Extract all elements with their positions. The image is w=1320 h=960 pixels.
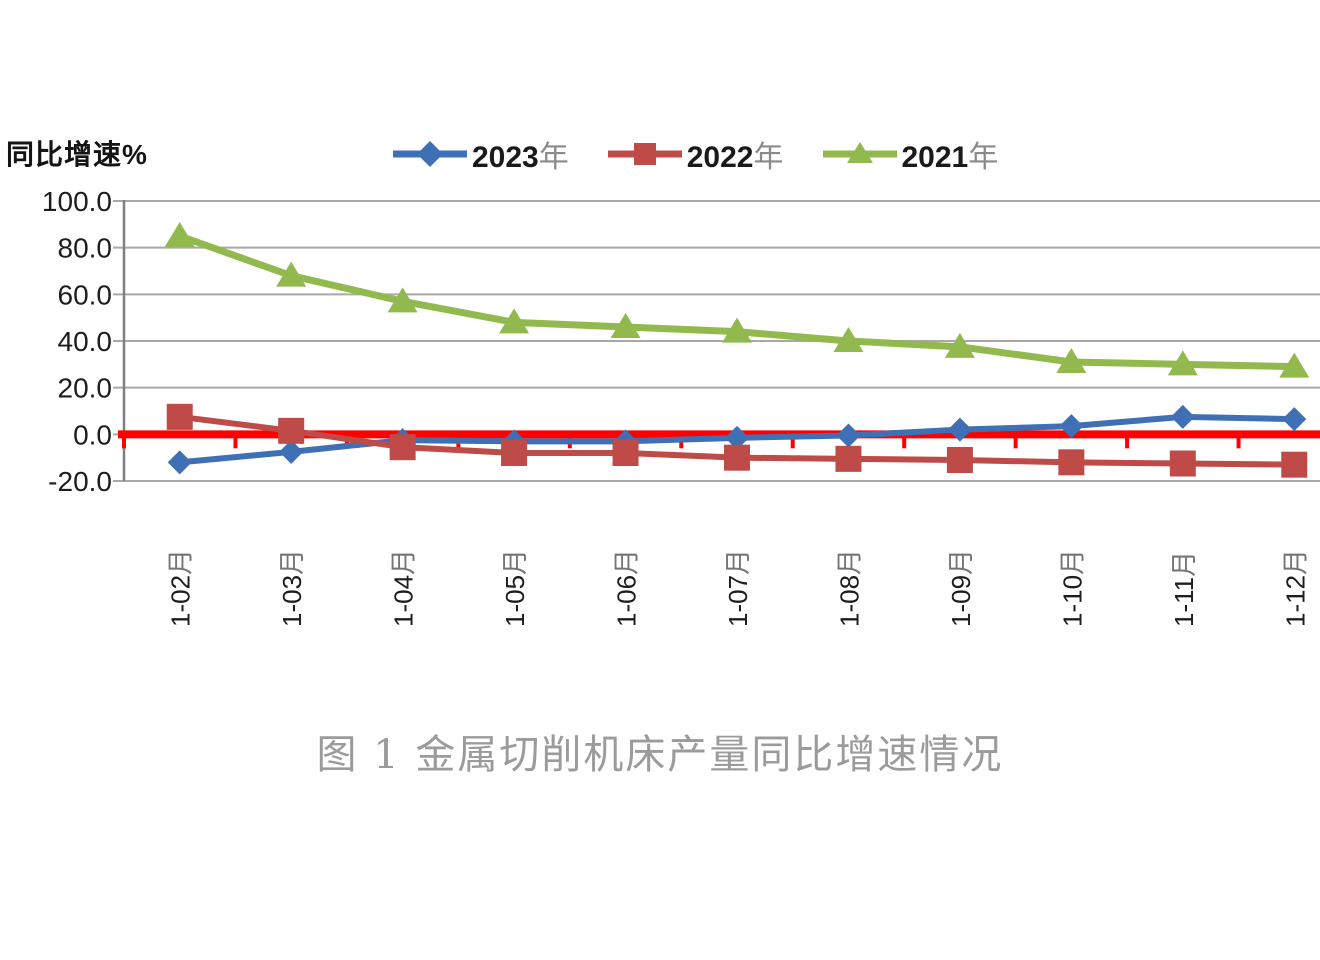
figure-caption: 图 1 金属切削机床产量同比增速情况 (316, 732, 1004, 778)
x-tick-label: 1-10月 (1057, 549, 1087, 627)
x-tick-label: 1-03月 (277, 549, 307, 627)
series-line-2021年 (178, 232, 1295, 371)
marker-2021年-1-05月 (499, 308, 530, 334)
marker-2022年-1-02月 (166, 403, 193, 430)
x-tick-label: 1-06月 (612, 549, 642, 627)
marker-2021年-1-08月 (833, 327, 864, 352)
legend-item-2023年: 2023年 (392, 132, 569, 176)
legend-label: 2022年 (686, 141, 784, 174)
x-tick-label: 1-11月 (1169, 551, 1199, 627)
marker-2022年-1-06月 (612, 440, 639, 466)
marker-2023年-1-02月 (167, 450, 192, 475)
marker-2022年-1-12月 (1281, 451, 1308, 478)
marker-2021年-1-11月 (1167, 350, 1198, 376)
marker-2021年-1-12月 (1279, 352, 1310, 378)
legend-item-2021年: 2021年 (822, 132, 999, 176)
triangle-marker-icon (822, 142, 897, 163)
marker-2021年-1-03月 (276, 261, 307, 287)
marker-2022年-1-11月 (1169, 450, 1196, 477)
x-tick-label: 1-02月 (166, 549, 196, 627)
x-tick-label: 1-05月 (500, 549, 530, 627)
y-tick-label: 40.0 (58, 326, 113, 357)
legend-marker (633, 143, 656, 165)
legend: 2023年 2022年 2021年 (392, 132, 998, 176)
marker-2023年-1-11月 (1170, 404, 1195, 429)
diamond-marker-icon (393, 141, 467, 167)
marker-2021年-1-06月 (610, 313, 641, 338)
marker-2022年-1-05月 (501, 440, 528, 466)
marker-2022年-1-08月 (835, 445, 862, 472)
y-tick-label: 100.0 (42, 186, 112, 217)
marker-2021年-1-07月 (722, 317, 752, 343)
x-tick-label: 1-07月 (723, 549, 753, 627)
marker-2021年-1-04月 (387, 287, 418, 313)
y-tick-label: 60.0 (58, 279, 113, 310)
marker-2022年-1-04月 (389, 434, 416, 461)
marker-2022年-1-09月 (946, 447, 973, 473)
marker-2023年-1-03月 (279, 439, 304, 464)
marker-2023年-1-09月 (947, 417, 972, 442)
y-tick-label: 20.0 (58, 373, 113, 404)
marker-2022年-1-07月 (724, 444, 750, 471)
marker-2023年-1-10月 (1059, 414, 1084, 439)
legend-marker (417, 141, 443, 167)
marker-2023年-1-12月 (1282, 407, 1307, 432)
legend-item-2022年: 2022年 (607, 132, 784, 176)
y-tick-label: 0.0 (73, 419, 112, 450)
marker-2023年-1-08月 (836, 423, 861, 448)
marker-2022年-1-10月 (1058, 449, 1085, 476)
marker-2021年-1-09月 (944, 332, 975, 358)
marker-2021年-1-02月 (164, 222, 195, 247)
y-tick-label: 80.0 (58, 233, 113, 264)
x-tick-label: 1-08月 (834, 549, 864, 627)
legend-label: 2021年 (901, 141, 999, 174)
y-tick-label: -20.0 (48, 466, 112, 497)
x-tick-label: 1-12月 (1280, 549, 1310, 627)
y-axis-title: 同比增速% (6, 139, 148, 170)
marker-2022年-1-03月 (278, 417, 305, 444)
legend-label: 2023年 (472, 141, 569, 174)
square-marker-icon (607, 143, 682, 165)
x-tick-label: 1-04月 (389, 549, 419, 627)
x-tick-label: 1-09月 (946, 549, 976, 627)
legend-marker (846, 142, 873, 163)
marker-2023年-1-07月 (725, 425, 749, 450)
marker-2021年-1-10月 (1056, 348, 1087, 373)
